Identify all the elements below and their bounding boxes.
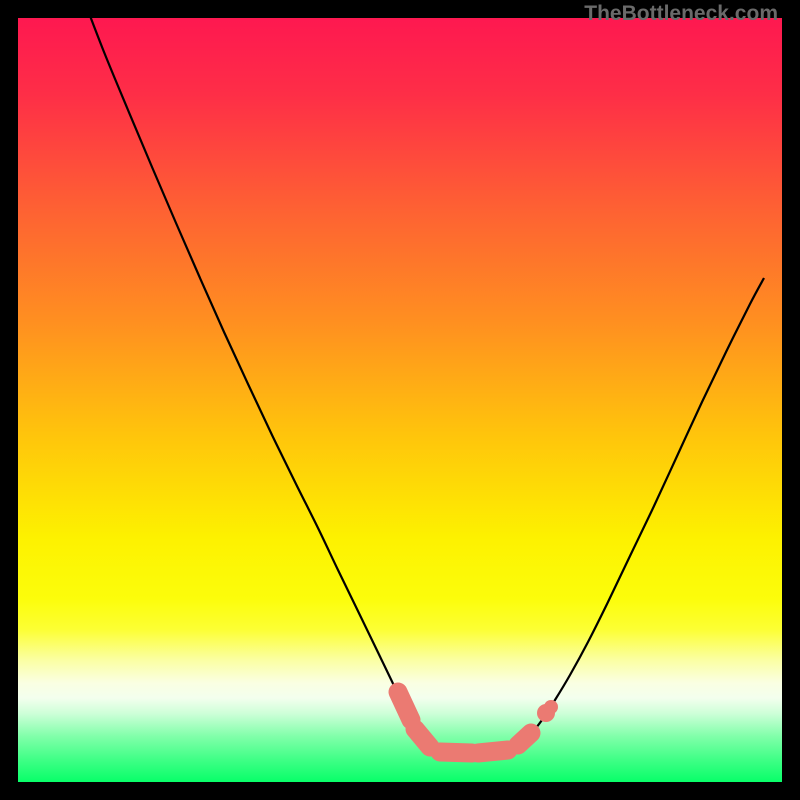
gradient-background xyxy=(18,18,782,782)
chart-svg xyxy=(18,18,782,782)
attribution-text: TheBottleneck.com xyxy=(584,2,778,26)
chart-plot-area xyxy=(18,18,782,782)
